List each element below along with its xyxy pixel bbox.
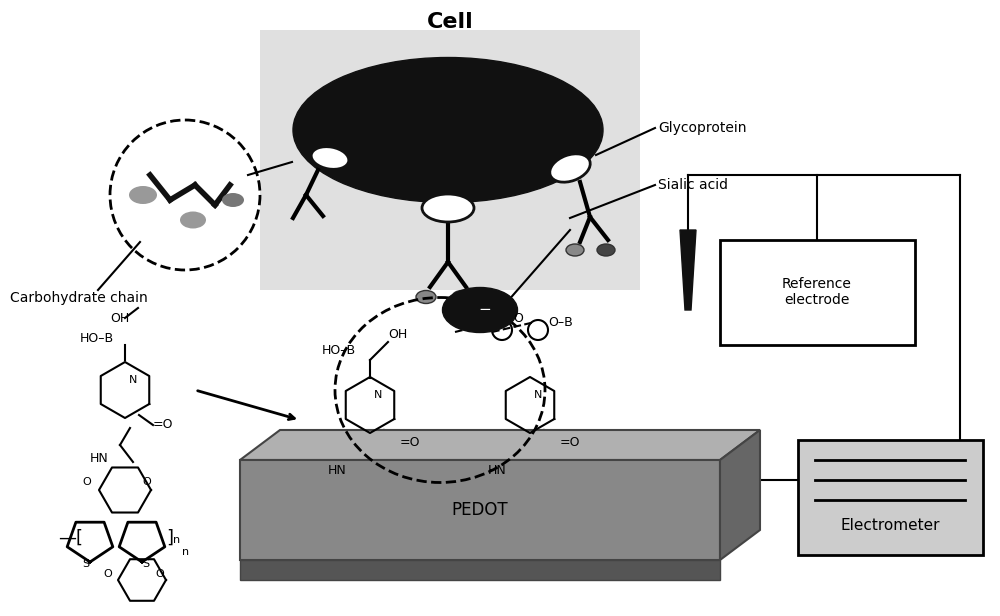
Polygon shape: [720, 430, 760, 560]
Text: =O: =O: [560, 437, 580, 450]
Text: N: N: [534, 390, 542, 400]
Ellipse shape: [422, 194, 474, 222]
Polygon shape: [240, 430, 760, 460]
Ellipse shape: [180, 211, 206, 229]
Text: ]ₙ: ]ₙ: [166, 529, 180, 547]
Polygon shape: [680, 230, 696, 310]
Text: n: n: [182, 547, 189, 557]
Ellipse shape: [129, 186, 157, 204]
Text: Cell: Cell: [427, 12, 473, 32]
Text: O: O: [143, 477, 151, 487]
Text: O: O: [156, 569, 164, 579]
Text: O–B: O–B: [548, 315, 573, 328]
Text: O: O: [513, 312, 523, 325]
Polygon shape: [240, 560, 720, 580]
Text: S: S: [82, 559, 90, 569]
Ellipse shape: [311, 147, 349, 169]
Text: HN: HN: [488, 463, 507, 477]
Ellipse shape: [442, 288, 518, 333]
Text: HN: HN: [90, 452, 109, 464]
Text: Sialic acid: Sialic acid: [658, 178, 728, 192]
Circle shape: [528, 320, 548, 340]
Ellipse shape: [293, 57, 603, 203]
Text: =O: =O: [153, 418, 174, 431]
Text: HO–B: HO–B: [80, 331, 114, 344]
Polygon shape: [260, 30, 640, 290]
Text: Reference
electrode: Reference electrode: [782, 277, 852, 307]
Text: OH: OH: [110, 312, 129, 325]
Text: HO–B: HO–B: [322, 344, 356, 357]
Ellipse shape: [597, 244, 615, 256]
Ellipse shape: [452, 291, 472, 304]
Text: HN: HN: [328, 463, 347, 477]
FancyBboxPatch shape: [720, 240, 915, 345]
Text: N: N: [129, 375, 137, 385]
Text: S: S: [142, 559, 150, 569]
Polygon shape: [240, 460, 720, 560]
Ellipse shape: [222, 193, 244, 207]
Text: O: O: [104, 569, 112, 579]
Text: =O: =O: [400, 437, 420, 450]
Text: N: N: [374, 390, 382, 400]
Text: —[: —[: [58, 529, 83, 547]
Ellipse shape: [566, 244, 584, 256]
Text: Electrometer: Electrometer: [840, 517, 940, 532]
Text: Carbohydrate chain: Carbohydrate chain: [10, 291, 148, 305]
Circle shape: [492, 320, 512, 340]
Text: PEDOT: PEDOT: [452, 501, 508, 519]
Text: O: O: [83, 477, 91, 487]
Text: −: −: [479, 302, 491, 317]
Ellipse shape: [550, 154, 590, 182]
Text: OH: OH: [388, 328, 407, 341]
Text: Glycoprotein: Glycoprotein: [658, 121, 746, 135]
FancyBboxPatch shape: [798, 440, 983, 555]
Ellipse shape: [416, 291, 436, 304]
